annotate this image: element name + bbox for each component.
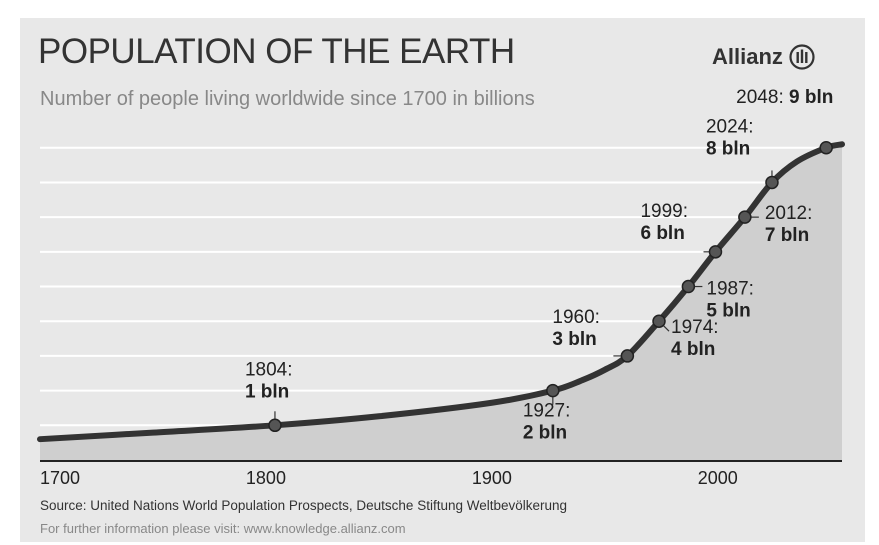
annotation-year-1960: 1960: (552, 307, 600, 328)
marker-1999 (708, 245, 723, 259)
annotation-value-1927: 2 bln (523, 423, 567, 444)
brand-logo: Allianz (712, 44, 815, 70)
annotation-value-2012: 7 bln (765, 225, 809, 246)
annotation-year-1927: 1927: (523, 401, 571, 422)
annotation-value-1960: 3 bln (552, 329, 596, 350)
allianz-eagle-icon (789, 44, 815, 70)
x-tick-label-1700: 1700 (40, 468, 80, 488)
annotation-year-2012: 2012: (765, 203, 813, 224)
x-tick-label-2000: 2000 (698, 468, 738, 488)
chart-subtitle: Number of people living worldwide since … (40, 88, 535, 110)
x-tick-labels: 1700 1800 1900 2000 (40, 468, 738, 488)
marker-2024 (765, 175, 779, 190)
milestone-markers (268, 141, 833, 433)
annotation-year-1987: 1987: (706, 279, 754, 300)
source-note: Source: United Nations World Population … (40, 498, 568, 513)
marker-1927 (546, 383, 560, 398)
annotation-value-1804: 1 bln (245, 381, 289, 402)
annotation-value-1974: 4 bln (671, 339, 715, 360)
marker-1804 (268, 418, 282, 433)
annotation-year-2024: 2024: (706, 116, 754, 137)
chart-title: POPULATION OF THE EARTH (38, 32, 515, 71)
milestone-labels: 1804:1 bln 1927:2 bln 1960:3 bln 1974:4 bln… (245, 87, 833, 444)
annotation-value-1999: 6 bln (640, 223, 684, 244)
info-link[interactable]: For further information please visit: ww… (40, 521, 406, 536)
annotation-value: 9 bln (789, 87, 833, 108)
annotation-value-2024: 8 bln (706, 138, 750, 159)
annotation-2048: 2048: 9 bln (736, 87, 833, 108)
annotation-year: 2048: (736, 87, 789, 108)
population-area (40, 144, 842, 461)
grid-lines (40, 146, 842, 427)
marker-2048 (819, 141, 833, 155)
marker-1960 (620, 349, 635, 363)
marker-2012 (738, 210, 752, 224)
annotation-year-1999: 1999: (640, 201, 688, 222)
x-tick-label-1900: 1900 (472, 468, 512, 488)
marker-1974 (652, 314, 666, 328)
x-tick-label-1800: 1800 (246, 468, 286, 488)
annotation-value-1987: 5 bln (706, 301, 750, 322)
annotation-year-1974: 1974: (671, 317, 719, 338)
annotation-year-1804: 1804: (245, 359, 293, 380)
marker-1987 (681, 279, 696, 294)
brand-name: Allianz (712, 44, 783, 69)
